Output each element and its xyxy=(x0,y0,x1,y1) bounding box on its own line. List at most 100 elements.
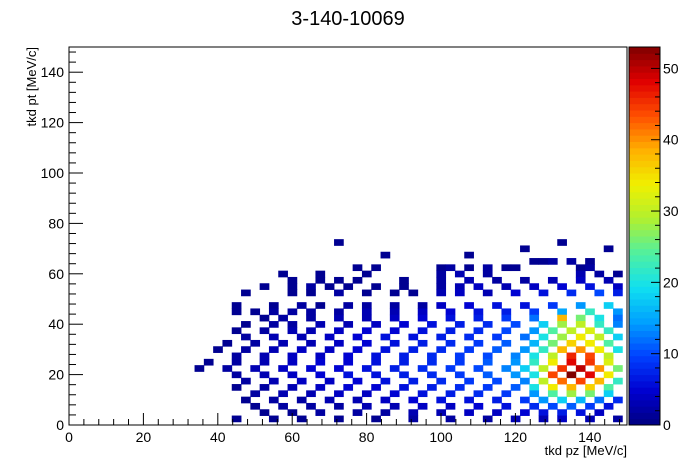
heatmap-cell xyxy=(482,415,493,423)
heatmap-cell xyxy=(575,377,586,385)
heatmap-cell xyxy=(436,409,447,416)
heatmap-cell xyxy=(445,415,456,423)
color-scale-step xyxy=(629,198,660,205)
heatmap-cell xyxy=(445,390,456,398)
heatmap-cell xyxy=(241,333,251,341)
heatmap-cell xyxy=(454,371,465,379)
heatmap-cell xyxy=(352,377,363,385)
heatmap-cell xyxy=(557,396,567,404)
color-scale-step xyxy=(629,185,660,193)
heatmap-cell xyxy=(547,339,558,347)
heatmap-cell xyxy=(510,289,521,297)
heatmap-cell xyxy=(445,365,456,372)
heatmap-cell xyxy=(557,314,567,322)
heatmap-cell xyxy=(510,384,521,391)
heatmap-cell xyxy=(436,377,447,385)
heatmap-cell xyxy=(241,346,251,353)
heatmap-cell xyxy=(482,371,493,379)
heatmap-cell xyxy=(399,358,409,366)
heatmap-cell xyxy=(361,289,372,297)
heatmap-cell xyxy=(585,352,595,360)
heatmap-cell xyxy=(231,371,242,379)
color-scale-step xyxy=(629,387,660,394)
color-scale-frame xyxy=(628,46,661,426)
color-scale-step xyxy=(629,53,660,61)
heatmap-cell xyxy=(399,384,409,391)
heatmap-cell xyxy=(352,409,363,416)
heatmap-cell xyxy=(427,358,437,366)
color-scale-step xyxy=(629,311,660,319)
heatmap-cell xyxy=(436,264,447,272)
color-scale-step xyxy=(629,59,660,67)
heatmap-cell xyxy=(547,302,558,309)
heatmap-cell xyxy=(361,270,372,278)
heatmap-cell xyxy=(278,390,288,398)
heatmap-cell xyxy=(259,358,270,366)
heatmap-cell xyxy=(287,358,298,366)
heatmap-cell xyxy=(259,283,270,290)
heatmap-cell xyxy=(408,333,419,341)
heatmap-cell xyxy=(371,415,381,423)
heatmap-cell xyxy=(389,314,400,322)
heatmap-cell xyxy=(287,308,298,316)
heatmap-cell xyxy=(268,333,279,341)
heatmap-cell xyxy=(547,327,558,335)
heatmap-cell xyxy=(278,314,288,322)
heatmap-cell xyxy=(408,377,419,385)
heatmap-cell xyxy=(278,365,288,372)
heatmap-cell xyxy=(361,402,372,410)
chart-title: 3-140-10069 xyxy=(291,8,404,30)
z-tick-label: 40 xyxy=(663,132,679,148)
heatmap-cell xyxy=(445,264,456,272)
heatmap-cell xyxy=(501,283,512,290)
heatmap-cell xyxy=(501,365,512,372)
heatmap-cell xyxy=(334,289,344,297)
heatmap-cell xyxy=(547,371,558,379)
heatmap-cell xyxy=(594,270,605,278)
color-scale-step xyxy=(629,418,660,426)
color-scale-step xyxy=(629,393,660,401)
heatmap-cell xyxy=(613,415,623,423)
heatmap-cell xyxy=(538,415,549,423)
heatmap-cell xyxy=(603,327,614,335)
heatmap-cell xyxy=(566,289,577,297)
heatmap-cell xyxy=(436,276,447,284)
color-scale-step xyxy=(629,160,660,168)
heatmap-cell xyxy=(492,276,502,284)
heatmap-cell xyxy=(361,308,372,316)
heatmap-cell xyxy=(334,308,344,316)
heatmap-cell xyxy=(306,339,316,347)
heatmap-cell xyxy=(231,308,242,316)
heatmap-cell xyxy=(352,346,363,353)
color-scale-step xyxy=(629,191,660,199)
y-axis: 0 20 40 60 80 100 120 140 xyxy=(41,51,83,433)
color-scale-step xyxy=(629,166,660,174)
heatmap-cell xyxy=(343,384,354,391)
heatmap-cell xyxy=(603,245,614,253)
color-scale-step xyxy=(629,248,660,256)
heatmap-cell xyxy=(594,321,605,328)
heatmap-cell xyxy=(259,384,270,391)
color-scale-step xyxy=(629,217,660,224)
heatmap-cell xyxy=(603,352,614,360)
heatmap-cell xyxy=(575,276,586,284)
x-tick-label: 60 xyxy=(284,429,300,445)
color-scale-step xyxy=(629,135,660,142)
heatmap-cell xyxy=(520,365,530,372)
heatmap-cell xyxy=(203,358,214,366)
heatmap-cell xyxy=(427,352,437,360)
heatmap-cell xyxy=(296,333,307,341)
heatmap-cell xyxy=(585,258,595,265)
heatmap-cell xyxy=(259,371,270,379)
heatmap-cell xyxy=(371,371,381,379)
y-tick-label: 120 xyxy=(41,115,65,131)
heatmap-cell xyxy=(306,390,316,398)
heatmap-cell xyxy=(594,333,605,341)
heatmap-cell xyxy=(334,339,344,347)
heatmap-cell xyxy=(501,264,512,272)
color-scale-step xyxy=(629,204,660,212)
y-tick-label: 80 xyxy=(48,215,64,231)
heatmap-cell xyxy=(603,390,614,398)
heatmap-cell xyxy=(538,409,549,416)
y-tick-label: 40 xyxy=(48,316,64,332)
